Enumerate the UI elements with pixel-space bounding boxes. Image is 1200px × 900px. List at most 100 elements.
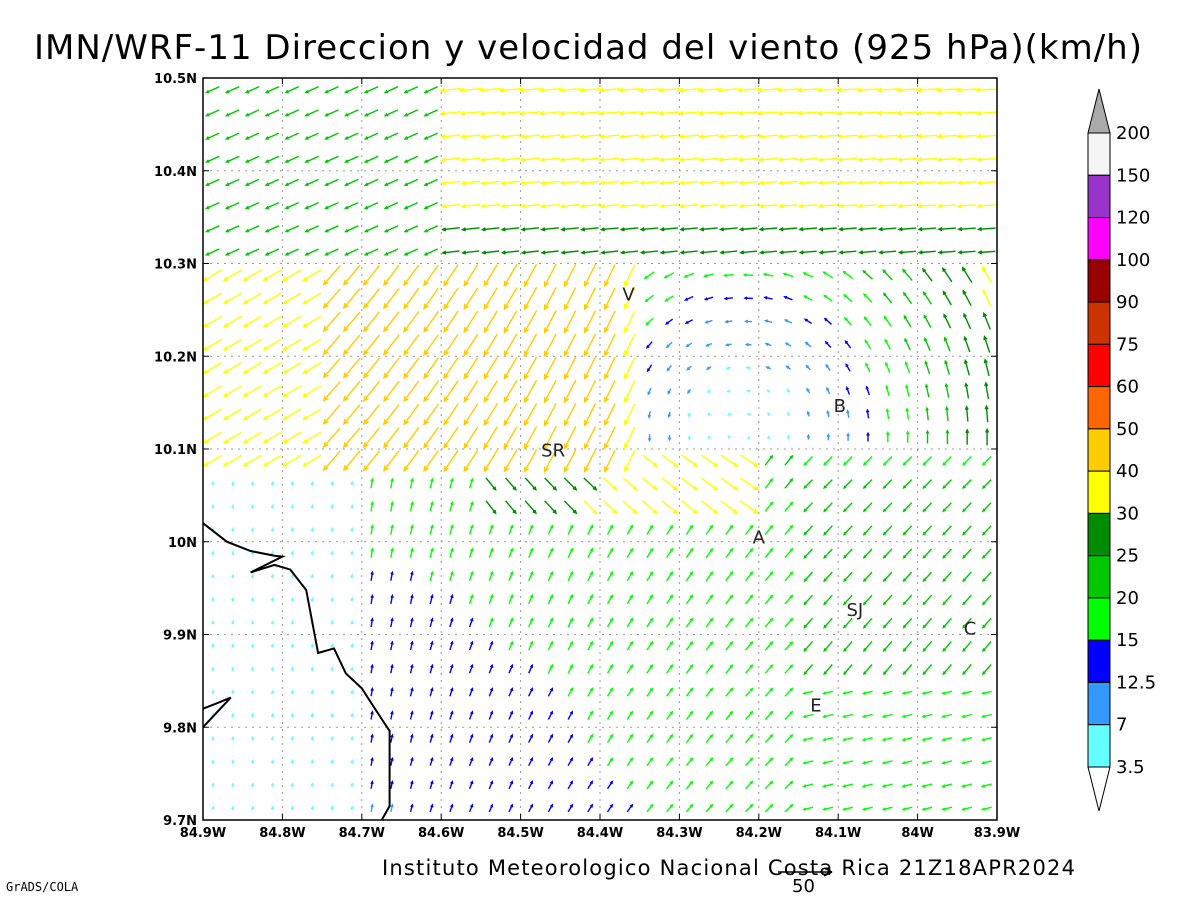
- wind-vector: [798, 203, 818, 209]
- wind-vector: [204, 109, 220, 117]
- wind-vector: [798, 226, 818, 232]
- wind-vector: [902, 291, 913, 305]
- colorbar-swatch: [1087, 386, 1111, 430]
- wind-vector: [705, 547, 714, 559]
- wind-vector: [583, 287, 597, 311]
- wind-vector: [390, 663, 394, 674]
- wind-vector: [785, 365, 791, 370]
- wind-vector: [738, 227, 758, 232]
- wind-vector: [528, 733, 533, 743]
- wind-vector: [322, 334, 341, 356]
- wind-vector: [784, 342, 792, 347]
- wind-vector: [284, 248, 299, 256]
- wind-vector: [642, 454, 658, 468]
- wind-vector: [270, 712, 275, 718]
- wind-vector: [942, 640, 952, 653]
- wind-vector: [383, 334, 400, 356]
- wind-vector: [290, 689, 294, 695]
- wind-vector: [666, 780, 674, 790]
- wind-vector: [429, 710, 434, 720]
- wind-vector: [468, 663, 474, 674]
- wind-vector: [698, 203, 719, 209]
- wind-vector: [784, 757, 794, 767]
- wind-vector: [563, 287, 577, 311]
- wind-vector: [858, 250, 877, 255]
- wind-vector: [861, 737, 873, 742]
- wind-vector: [942, 502, 952, 513]
- wind-vector: [823, 548, 833, 559]
- wind-vector: [547, 687, 553, 697]
- wind-vector: [342, 265, 361, 286]
- wind-vector: [643, 271, 655, 280]
- wind-vector: [205, 132, 220, 140]
- wind-vector: [587, 757, 594, 767]
- wind-vector: [587, 780, 594, 790]
- wind-vector: [383, 403, 400, 426]
- wind-vector: [302, 454, 322, 467]
- map-grid: [203, 78, 997, 820]
- wind-vector: [250, 666, 255, 671]
- wind-vector: [342, 288, 361, 310]
- wind-vector: [725, 524, 734, 535]
- wind-vector: [362, 380, 381, 402]
- wind-vector: [390, 710, 394, 720]
- wind-vector: [429, 780, 434, 790]
- wind-vector: [982, 288, 992, 307]
- wind-vector: [707, 435, 711, 441]
- wind-vector: [322, 357, 341, 379]
- wind-vector: [383, 86, 399, 94]
- wind-vector: [342, 334, 361, 356]
- wind-vector: [519, 157, 541, 163]
- wind-vector: [583, 263, 597, 288]
- wind-vector: [604, 426, 616, 450]
- wind-vector: [744, 803, 754, 813]
- wind-vector: [449, 687, 454, 697]
- wind-vector: [488, 756, 494, 766]
- wind-vector: [350, 805, 354, 811]
- wind-vector: [882, 571, 893, 583]
- colorbar-level-label: 150: [1116, 165, 1150, 186]
- wind-vector: [961, 266, 973, 283]
- wind-vector: [250, 596, 255, 602]
- wind-vector: [231, 550, 235, 555]
- wind-vector: [539, 180, 560, 186]
- colorbar-level-label: 12.5: [1116, 672, 1156, 693]
- wind-vector: [310, 527, 314, 532]
- wind-vector: [980, 690, 992, 695]
- wind-vector: [739, 477, 759, 491]
- wind-vector: [803, 664, 814, 676]
- wind-vector: [744, 319, 753, 324]
- wind-vector: [981, 571, 992, 583]
- wind-vector: [350, 573, 354, 579]
- wind-vector: [817, 134, 839, 139]
- wind-vector: [519, 134, 541, 139]
- wind-vector: [508, 780, 514, 790]
- x-tick-label: 84.2W: [736, 826, 782, 841]
- wind-vector: [837, 203, 858, 209]
- wind-vector: [322, 265, 341, 286]
- wind-vector: [503, 426, 518, 450]
- wind-vector: [901, 690, 913, 695]
- wind-vector: [205, 248, 220, 256]
- wind-vector: [666, 640, 674, 651]
- wind-vector: [856, 110, 879, 116]
- wind-vector: [423, 403, 439, 426]
- wind-vector: [567, 803, 574, 813]
- wind-vector: [578, 134, 600, 139]
- wind-vector: [818, 250, 837, 255]
- wind-vector: [519, 180, 540, 186]
- wind-vector: [580, 250, 599, 255]
- wind-vector: [916, 157, 938, 162]
- city-labels: V B SR A SJ C E: [541, 285, 976, 717]
- wind-vector: [924, 360, 931, 375]
- wind-vector: [547, 733, 553, 743]
- wind-vector: [520, 203, 540, 209]
- wind-vector: [955, 133, 977, 139]
- wind-vector: [956, 180, 977, 186]
- wind-vector: [449, 524, 454, 535]
- wind-vector: [739, 500, 759, 515]
- wind-vector: [982, 311, 991, 330]
- wind-vector: [806, 387, 811, 394]
- wind-vector: [602, 477, 618, 491]
- wind-vector: [602, 500, 618, 515]
